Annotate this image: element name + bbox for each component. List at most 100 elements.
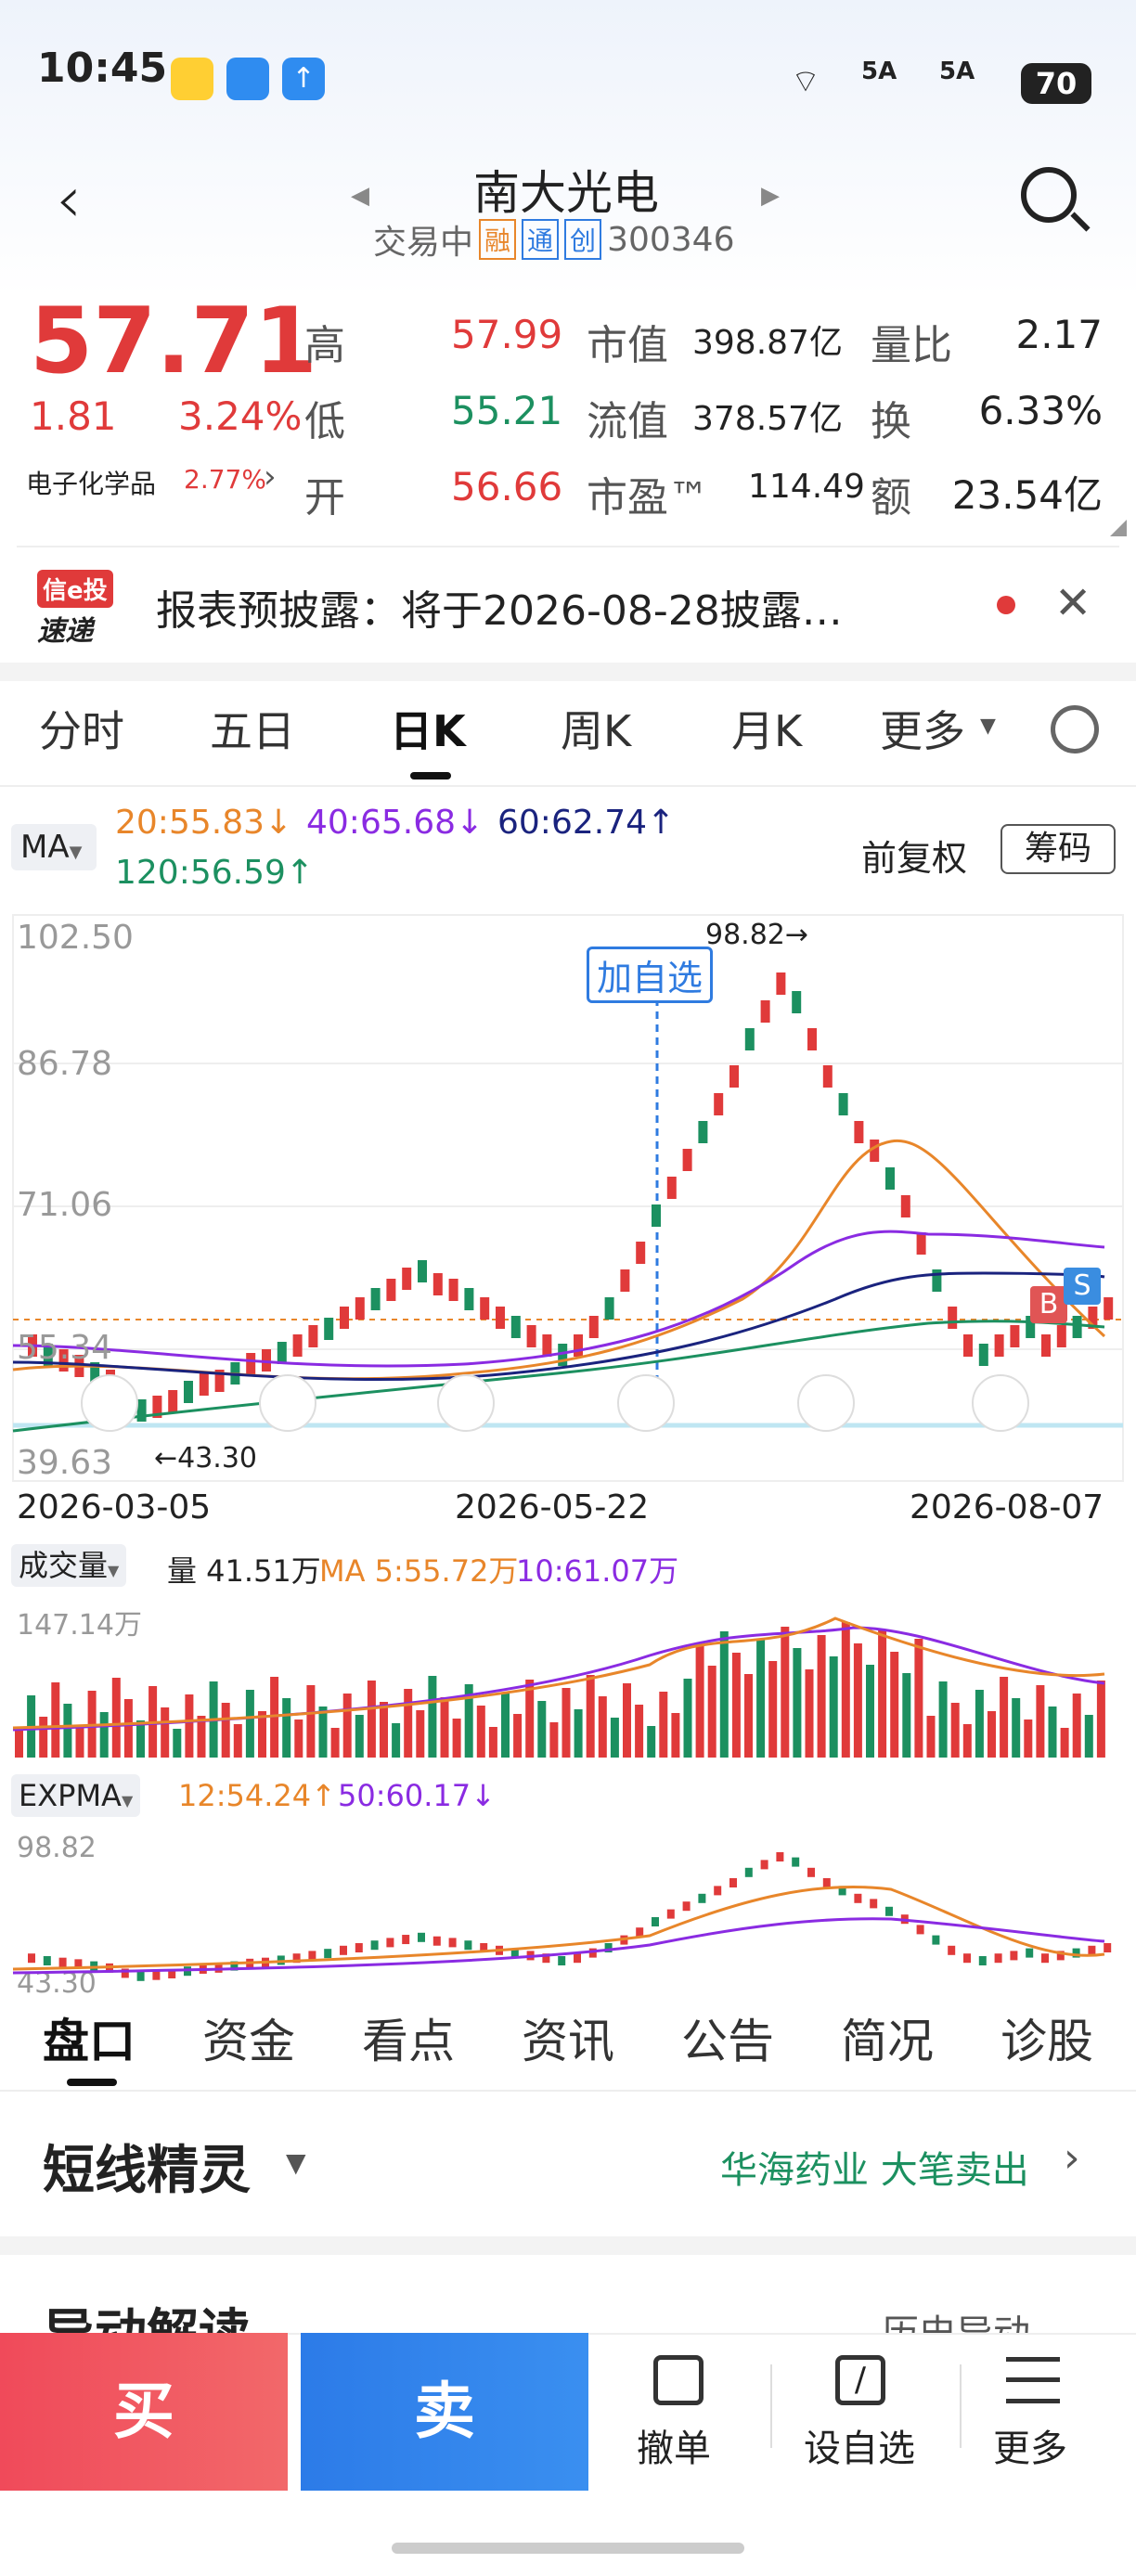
tab-announcements[interactable]: 公告 (681, 2015, 774, 2068)
expma-candle (838, 1886, 846, 1896)
buy-button[interactable]: 买 (0, 2333, 288, 2491)
active-tab-indicator (67, 2079, 117, 2086)
volume-bar (1060, 1728, 1069, 1758)
back-icon[interactable]: ‹ (56, 161, 82, 238)
volume-bar (902, 1673, 911, 1758)
volume-bar (440, 1697, 449, 1758)
candle (402, 1268, 412, 1290)
cancel-order-button[interactable]: 撤单 (637, 2428, 711, 2470)
volume-bar (367, 1681, 376, 1758)
candle (292, 1334, 303, 1357)
candle (432, 1273, 443, 1295)
amount-label: 额 (871, 474, 911, 522)
expma-candle (542, 1953, 550, 1964)
tab-highlights[interactable]: 看点 (362, 2015, 455, 2068)
settings-icon[interactable] (1051, 705, 1099, 753)
volume-bar (574, 1709, 583, 1758)
volume-bar (926, 1716, 936, 1758)
expma-selector[interactable]: EXPMA▼ (11, 1774, 141, 1817)
news-logo: 信e投 速递 (37, 570, 134, 648)
undo-icon (653, 2355, 704, 2405)
prev-icon (617, 1374, 675, 1432)
expma-candle (714, 1886, 722, 1896)
weather-icon (226, 58, 269, 100)
expma-candle (776, 1852, 784, 1861)
candle (574, 1334, 583, 1357)
current-price: 57.71 (30, 289, 317, 394)
ma-selector[interactable]: MA▼ (11, 824, 97, 870)
mcap-label: 市值 (587, 322, 668, 369)
tab-diagnosis[interactable]: 诊股 (1000, 2015, 1093, 2068)
adjust-button[interactable]: 前复权 (861, 838, 968, 879)
candle (822, 1065, 833, 1088)
volume-bar (562, 1688, 571, 1758)
set-watch-button[interactable]: 设自选 (804, 2428, 915, 2470)
candle (1056, 1325, 1066, 1347)
search-icon[interactable] (1021, 167, 1077, 223)
expma-candle (1104, 1943, 1112, 1952)
tab-more[interactable]: 更多 (880, 706, 965, 756)
volume-bar (950, 1703, 960, 1758)
tab-weekly-k[interactable]: 周K (561, 706, 632, 756)
candle (698, 1121, 708, 1143)
open-label: 开 (304, 474, 345, 522)
tab-news[interactable]: 资讯 (522, 2015, 614, 2068)
expma-candle (370, 1940, 379, 1951)
chevron-down-icon[interactable]: ▼ (286, 2147, 306, 2178)
candle (807, 1028, 817, 1050)
kline-chart[interactable] (0, 909, 1136, 1642)
notice-text[interactable]: 报表预披露：将于2026-08-28披露… (156, 587, 843, 635)
tab-five-day[interactable]: 五日 (210, 706, 295, 756)
volume-bar (683, 1679, 692, 1758)
volume-bar (647, 1726, 656, 1758)
candle (168, 1390, 178, 1412)
pe-label: 市盈™ (587, 474, 709, 522)
ma120-value: 120:56.59↑ (115, 854, 315, 892)
expma-chart[interactable] (0, 1824, 1136, 1997)
volume-bar (416, 1710, 425, 1758)
x-tick: 2026-08-07 (910, 1488, 1104, 1526)
prev-stock-icon[interactable]: ◀ (351, 182, 369, 210)
volume-bar (258, 1711, 266, 1758)
expma-candle (1088, 1945, 1096, 1955)
sector-pct[interactable]: 2.77% (184, 464, 266, 495)
candle (199, 1373, 209, 1396)
sector-name[interactable]: 电子化学品 (26, 469, 157, 499)
chips-button[interactable]: 筹码 (1000, 824, 1116, 874)
candle (542, 1334, 552, 1357)
tab-monthly-k[interactable]: 月K (731, 706, 803, 756)
spirit-item[interactable]: 华海药业 大笔卖出 (720, 2149, 1029, 2192)
gem-tag: 创 (564, 219, 602, 260)
expma-candle (58, 1957, 67, 1967)
expma-candle (636, 1927, 644, 1938)
candle (418, 1260, 427, 1282)
candle (324, 1318, 334, 1340)
volume-bar (866, 1665, 874, 1758)
expma-candle (698, 1893, 706, 1903)
volume-chart[interactable] (0, 1591, 1136, 1767)
close-icon[interactable]: ✕ (1054, 577, 1092, 629)
add-watch-button[interactable]: 加自选 (587, 947, 714, 1003)
expma-candle (510, 1948, 519, 1958)
volume-bar (1024, 1719, 1033, 1758)
more-button[interactable]: 更多 (993, 2428, 1067, 2470)
candle (262, 1349, 271, 1372)
expand-corner-icon[interactable] (1110, 520, 1127, 536)
tab-intraday[interactable]: 分时 (39, 706, 124, 756)
tab-daily-k[interactable]: 日K (390, 706, 466, 756)
expma-candle (792, 1857, 800, 1867)
volume-bar (610, 1718, 619, 1758)
expma-candle (355, 1943, 363, 1952)
next-stock-icon[interactable]: ▶ (761, 182, 780, 210)
tab-funds[interactable]: 资金 (202, 2015, 295, 2068)
expma-candle (652, 1917, 659, 1926)
volume-bar (731, 1653, 741, 1758)
tab-orderbook[interactable]: 盘口 (43, 2015, 136, 2068)
volume-bar (586, 1675, 595, 1758)
turnover-value: 6.33% (978, 388, 1103, 433)
sell-button[interactable]: 卖 (301, 2333, 588, 2491)
volume-selector[interactable]: 成交量▼ (11, 1544, 127, 1587)
volume-bar (63, 1704, 72, 1758)
volume-ymax: 147.14万 (17, 1609, 142, 1642)
tab-profile[interactable]: 简况 (841, 2015, 934, 2068)
